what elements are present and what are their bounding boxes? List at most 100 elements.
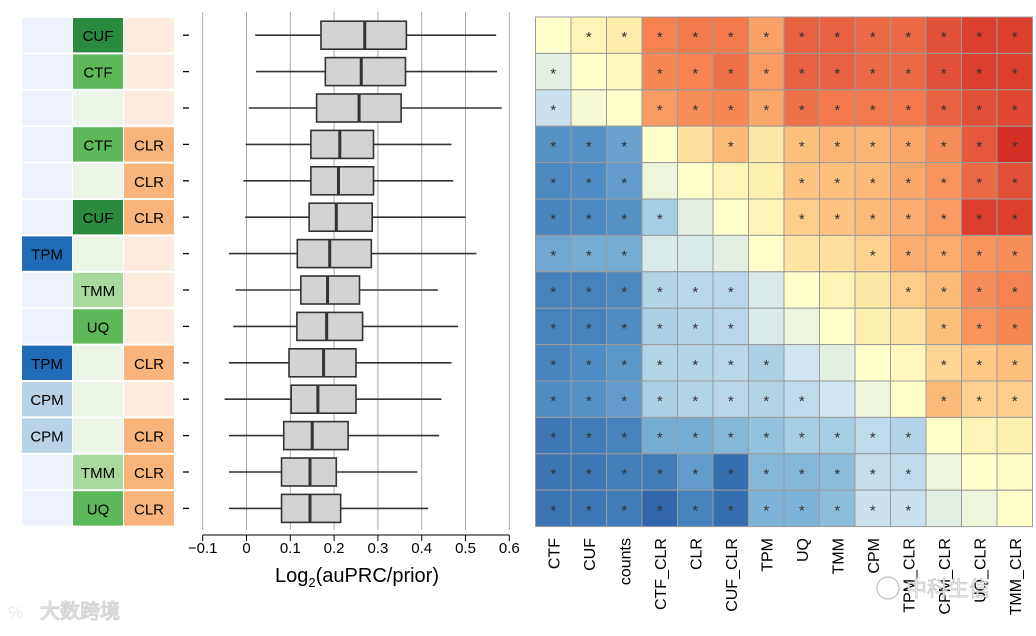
box-4 [310, 166, 375, 196]
heatmap-star-11-10: * [905, 430, 911, 447]
heatmap-cell-9-2 [606, 344, 643, 382]
heatmap-star-3-2: * [621, 138, 627, 155]
heatmap-cell-9-13 [996, 344, 1033, 382]
heatmap-cell-1-2 [606, 52, 643, 91]
heatmap-star-12-2: * [621, 466, 627, 483]
design-cell-c2-6 [73, 236, 123, 271]
heatmap-star-12-1: * [586, 466, 592, 483]
heatmap-cell-11-7 [783, 416, 820, 455]
heatmap-cell-10-10 [890, 380, 927, 418]
design-label-c2-13: UQ [87, 501, 110, 518]
heatmap-cell-7-5 [712, 271, 749, 309]
heatmap-star-1-8: * [834, 66, 840, 83]
heatmap-star-0-9: * [870, 29, 876, 46]
heatmap-cell-1-3 [641, 52, 678, 91]
heatmap-star-1-13: * [1012, 66, 1018, 83]
heatmap-cell-13-13 [996, 489, 1033, 528]
heatmap-cell-10-6 [748, 380, 785, 418]
heatmap-cell-10-12 [961, 380, 998, 418]
heatmap-cell-2-2 [606, 89, 643, 127]
heatmap-cell-3-9 [854, 125, 891, 164]
heatmap-star-5-8: * [834, 211, 840, 228]
heatmap-star-12-6: * [763, 466, 769, 483]
design-label-c3-13: CLR [134, 501, 164, 518]
heatmap-cell-6-5 [712, 234, 749, 273]
design-cell-c1-2 [22, 90, 72, 126]
heatmap: * * * * * * * * * * * * * * * * * * * * * * * * * * * * * * * * * * * * * * * *… [535, 16, 1033, 528]
heatmap-star-11-1: * [586, 430, 592, 447]
x-tick-label-6: 0.5 [455, 540, 476, 557]
heatmap-star-7-4: * [692, 284, 698, 301]
heatmap-cell-5-11 [925, 198, 962, 236]
heatmap-star-9-0: * [550, 357, 556, 374]
design-label-c2-3: CTF [83, 137, 112, 154]
heatmap-star-5-10: * [905, 211, 911, 228]
design-cell-c1-3 [22, 127, 72, 162]
heatmap-star-10-12: * [976, 393, 982, 410]
heatmap-star-9-1: * [586, 357, 592, 374]
x-tick-label-1: 0 [242, 540, 250, 557]
design-label-c2-0: CUF [83, 28, 114, 45]
heatmap-cell-7-13 [996, 271, 1033, 309]
heatmap-star-9-12: * [976, 357, 982, 374]
design-cell-c2-12 [73, 454, 123, 490]
heatmap-star-10-3: * [657, 393, 663, 410]
heatmap-cell-10-7 [783, 380, 820, 418]
design-cell-c1-12 [22, 454, 72, 490]
design-cell-c3-12 [124, 454, 174, 490]
heatmap-cell-6-7 [783, 234, 820, 273]
heatmap-cell-7-6 [748, 271, 785, 309]
heatmap-star-3-10: * [905, 138, 911, 155]
heatmap-cell-8-10 [890, 307, 927, 346]
design-label-c1-10: CPM [30, 392, 63, 409]
design-cell-c3-2 [124, 90, 174, 126]
heatmap-star-0-10: * [905, 29, 911, 46]
heatmap-col-label-8: TMM [830, 538, 847, 574]
heatmap-star-13-5: * [728, 502, 734, 519]
heatmap-cell-7-9 [854, 271, 891, 309]
x-tick-label-7: 0.6 [499, 540, 520, 557]
heatmap-star-3-12: * [976, 138, 982, 155]
heatmap-star-11-5: * [728, 430, 734, 447]
heatmap-cell-2-13 [996, 89, 1033, 127]
boxplot-x-axis: −0.1 0 0.1 0.2 0.3 0.4 0.5 0.6 [188, 534, 520, 557]
box-8 [296, 311, 364, 342]
boxplot-x-axis-label: Log2(auPRC/prior) [275, 565, 439, 590]
design-cell-c3-9 [124, 345, 174, 380]
heatmap-cell-3-11 [925, 125, 962, 164]
heatmap-star-11-8: * [834, 430, 840, 447]
heatmap-star-10-7: * [799, 393, 805, 410]
watermark-right: 中科生信 [906, 578, 990, 601]
heatmap-cell-3-5 [712, 125, 749, 164]
design-label-c3-11: CLR [134, 429, 164, 446]
heatmap-star-1-11: * [941, 66, 947, 83]
heatmap-star-5-11: * [941, 211, 947, 228]
heatmap-star-5-9: * [870, 211, 876, 228]
x-tick-label-3: 0.2 [324, 540, 345, 557]
heatmap-cell-1-9 [854, 52, 891, 91]
heatmap-star-13-9: * [870, 502, 876, 519]
design-cell-c1-10 [22, 382, 72, 417]
heatmap-cell-11-12 [961, 416, 998, 455]
x-tick-label-0: −0.1 [188, 540, 218, 557]
boxplot-y-ticks [183, 34, 189, 510]
heatmap-cell-9-11 [925, 344, 962, 382]
design-cell-c3-0 [124, 18, 174, 53]
heatmap-cell-8-11 [925, 307, 962, 346]
heatmap-star-0-4: * [692, 29, 698, 46]
heatmap-cell-8-13 [996, 307, 1033, 346]
heatmap-star-3-5: * [728, 138, 734, 155]
box-1 [324, 56, 407, 87]
heatmap-cell-10-8 [819, 380, 856, 418]
design-cell-c1-8 [22, 309, 72, 344]
heatmap-cell-6-4 [677, 234, 714, 273]
heatmap-star-9-5: * [728, 357, 734, 374]
heatmap-cell-12-9 [854, 453, 891, 491]
xlabel-subscript: 2 [308, 575, 315, 590]
heatmap-cell-5-6 [748, 198, 785, 236]
heatmap-cell-0-10 [890, 16, 927, 54]
heatmap-star-0-13: * [1012, 29, 1018, 46]
design-cell-c1-1 [22, 54, 72, 89]
heatmap-star-1-7: * [799, 66, 805, 83]
